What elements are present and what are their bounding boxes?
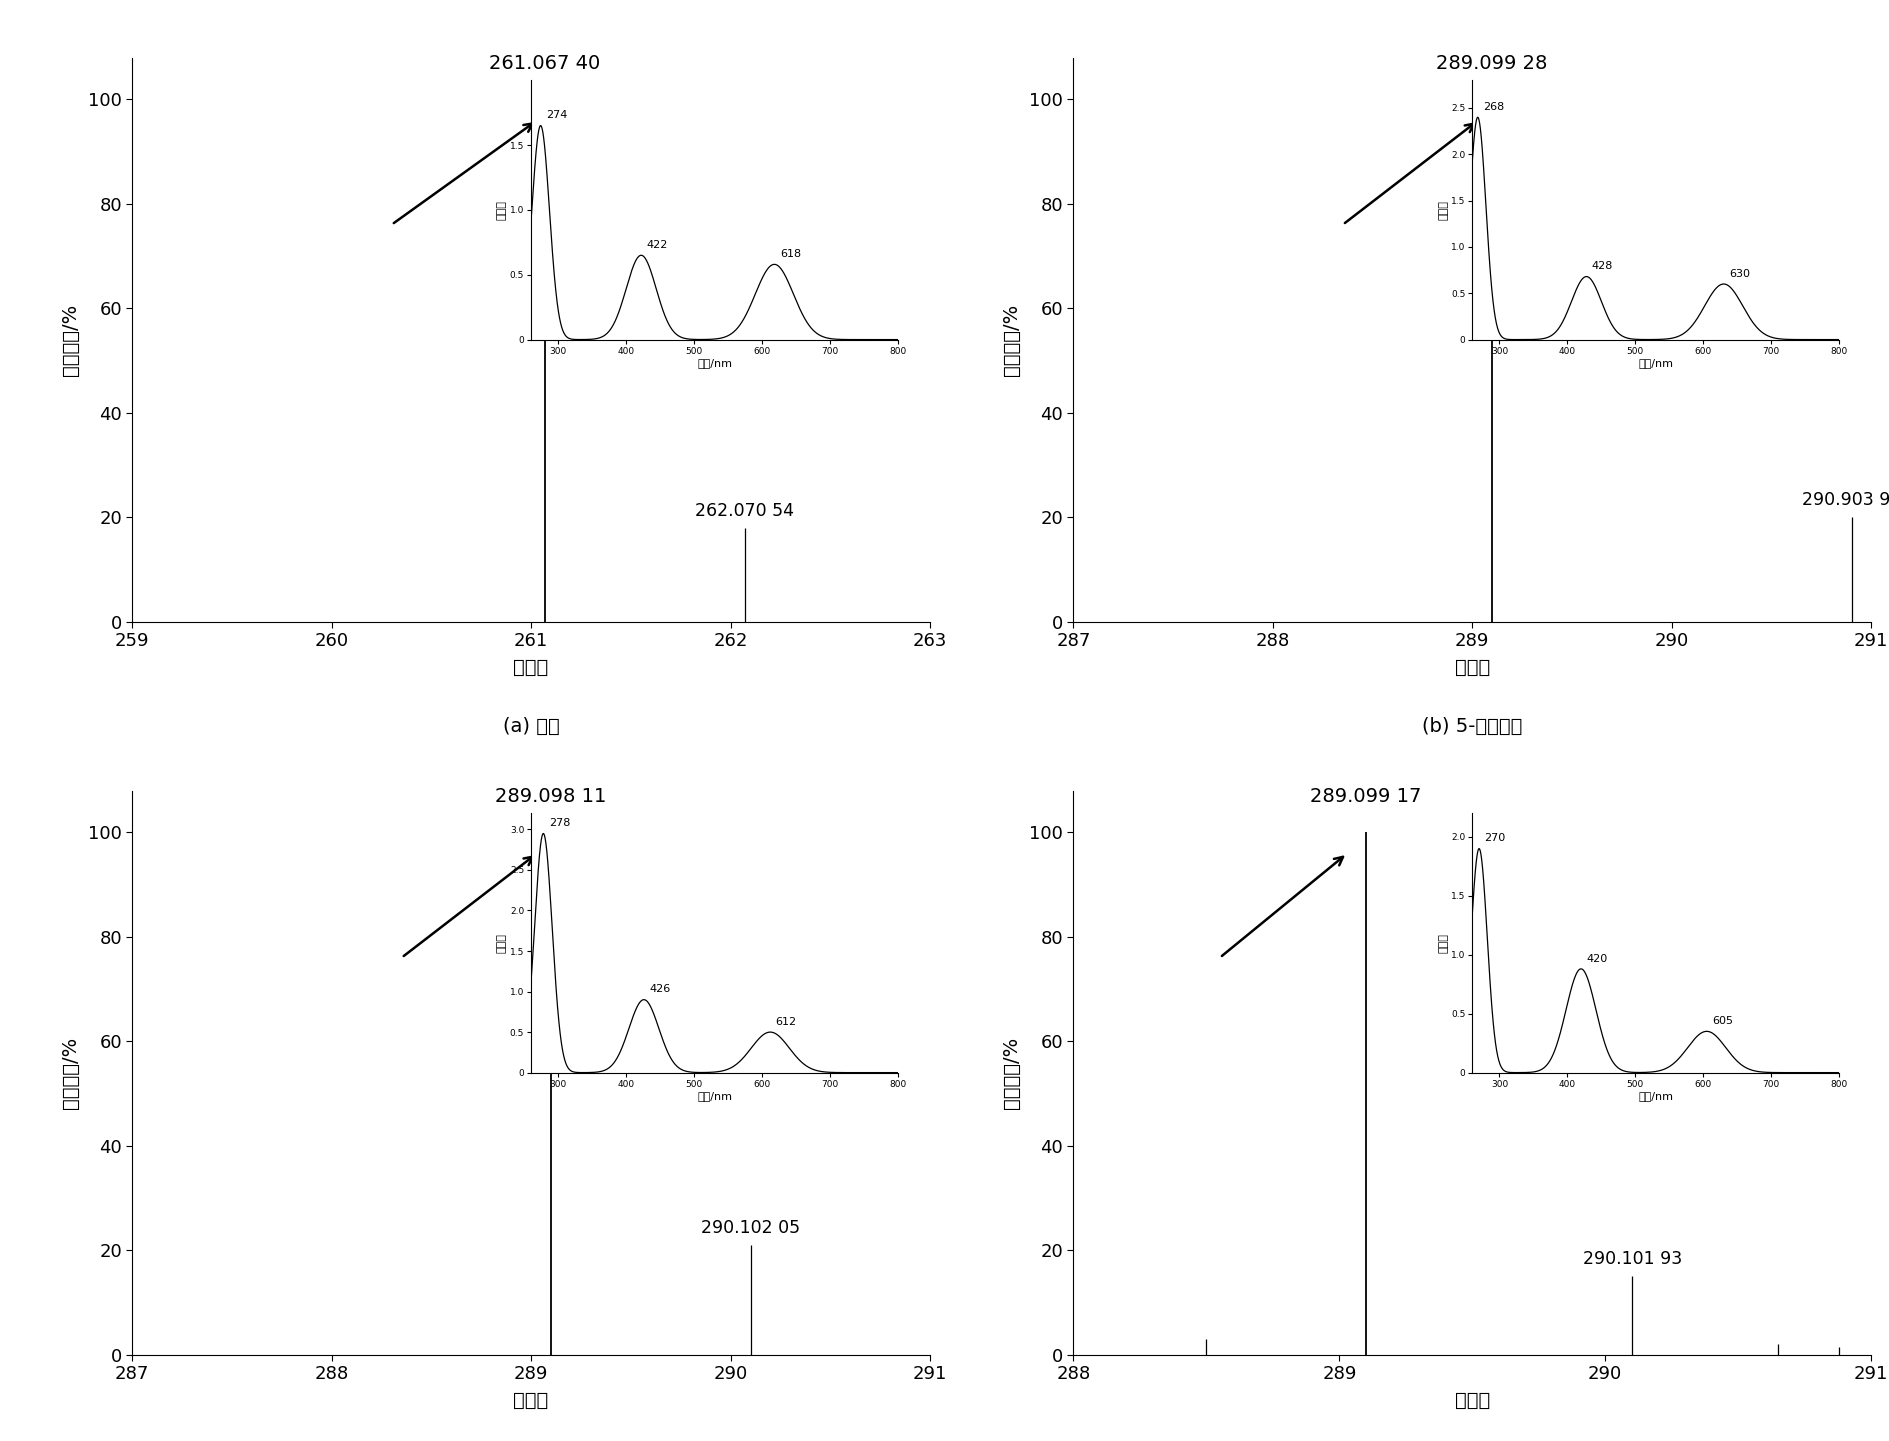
X-axis label: 质荷比: 质荷比: [514, 659, 548, 677]
Text: 261.067 40: 261.067 40: [489, 55, 601, 73]
Text: 289.099 28: 289.099 28: [1436, 55, 1547, 73]
Text: 290.102 05: 290.102 05: [701, 1219, 801, 1236]
Text: (b) 5-甲基吵咐: (b) 5-甲基吵咐: [1421, 718, 1523, 736]
Y-axis label: 相对丰度/%: 相对丰度/%: [60, 304, 79, 376]
Text: 290.903 91: 290.903 91: [1802, 491, 1889, 509]
X-axis label: 质荷比: 质荷比: [514, 1392, 548, 1411]
X-axis label: 质荷比: 质荷比: [1455, 659, 1489, 677]
X-axis label: 质荷比: 质荷比: [1455, 1392, 1489, 1411]
Text: 290.101 93: 290.101 93: [1581, 1251, 1681, 1268]
Text: 289.098 11: 289.098 11: [495, 787, 606, 807]
Y-axis label: 相对丰度/%: 相对丰度/%: [1001, 1036, 1020, 1108]
Y-axis label: 相对丰度/%: 相对丰度/%: [60, 1036, 79, 1108]
Y-axis label: 相对丰度/%: 相对丰度/%: [1001, 304, 1020, 376]
Text: (a) 吵咐: (a) 吵咐: [502, 718, 559, 736]
Text: 289.099 17: 289.099 17: [1309, 787, 1421, 807]
Text: 262.070 54: 262.070 54: [695, 501, 793, 520]
